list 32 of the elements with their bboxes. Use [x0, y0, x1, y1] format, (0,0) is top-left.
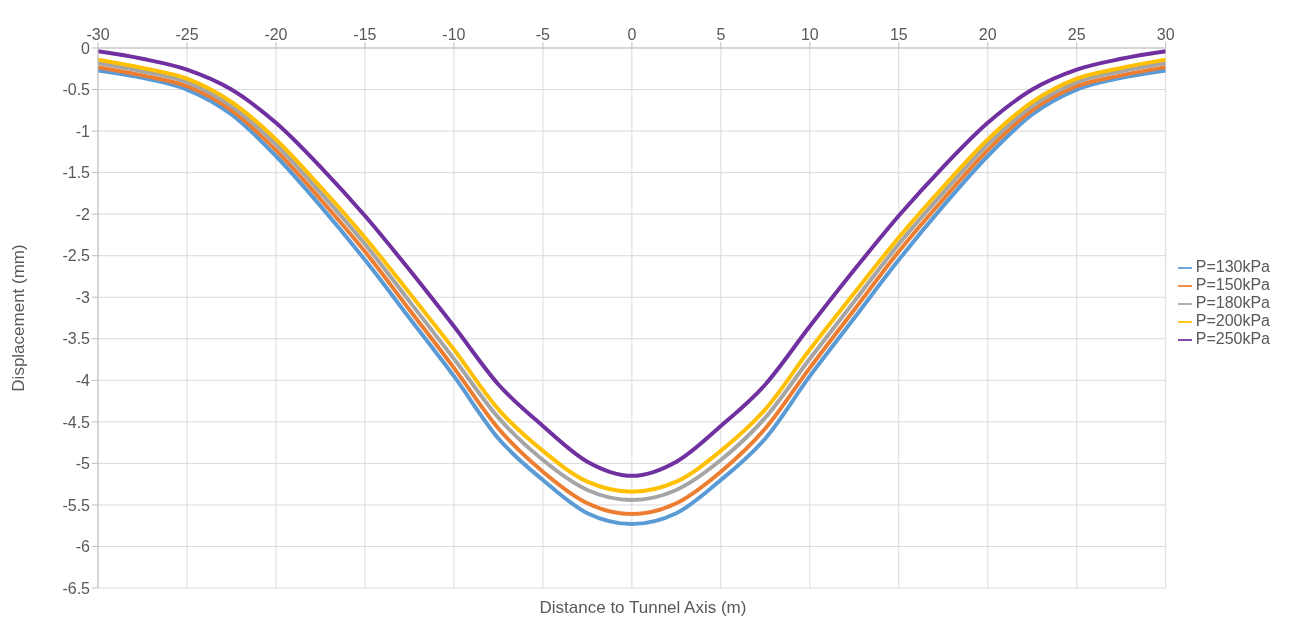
y-tick-label: -6.5 [62, 579, 91, 597]
x-tick-label: -20 [264, 26, 288, 43]
legend-label: P=130kPa [1195, 258, 1270, 275]
x-tick-label: -10 [442, 26, 466, 43]
x-tick-label: 15 [889, 26, 908, 43]
x-tick-label: 30 [1156, 26, 1175, 43]
x-tick-label: 20 [978, 26, 997, 43]
y-tick-label: -5.5 [62, 496, 91, 514]
x-tick-label: 10 [800, 26, 819, 43]
y-tick-label: -4 [75, 371, 91, 389]
x-tick-label: -5 [535, 26, 551, 43]
y-tick-label: -0.5 [62, 81, 91, 99]
x-tick-label: -15 [353, 26, 377, 43]
legend-label: P=200kPa [1195, 312, 1270, 329]
y-tick-label: -3 [75, 288, 91, 306]
x-axis-title: Distance to Tunnel Axis (m) [538, 598, 748, 618]
y-tick-label: -2.5 [62, 247, 91, 265]
x-tick-label: 0 [627, 26, 637, 43]
y-tick-label: -5 [75, 455, 91, 473]
legend-label: P=150kPa [1195, 276, 1270, 293]
y-tick-label: -4.5 [62, 413, 91, 431]
legend-label: P=180kPa [1195, 294, 1270, 311]
y-tick-label: -1.5 [62, 164, 91, 182]
y-axis-title: Displacement (mm) [9, 244, 29, 392]
x-tick-label: 5 [716, 26, 726, 43]
y-tick-label: -6 [75, 538, 91, 556]
y-tick-label: -3.5 [62, 330, 91, 348]
x-tick-label: -25 [175, 26, 199, 43]
y-tick-label: -1 [75, 122, 91, 140]
y-tick-label: -2 [75, 205, 91, 223]
legend-label: P=250kPa [1195, 330, 1270, 347]
x-tick-label: 25 [1067, 26, 1086, 43]
